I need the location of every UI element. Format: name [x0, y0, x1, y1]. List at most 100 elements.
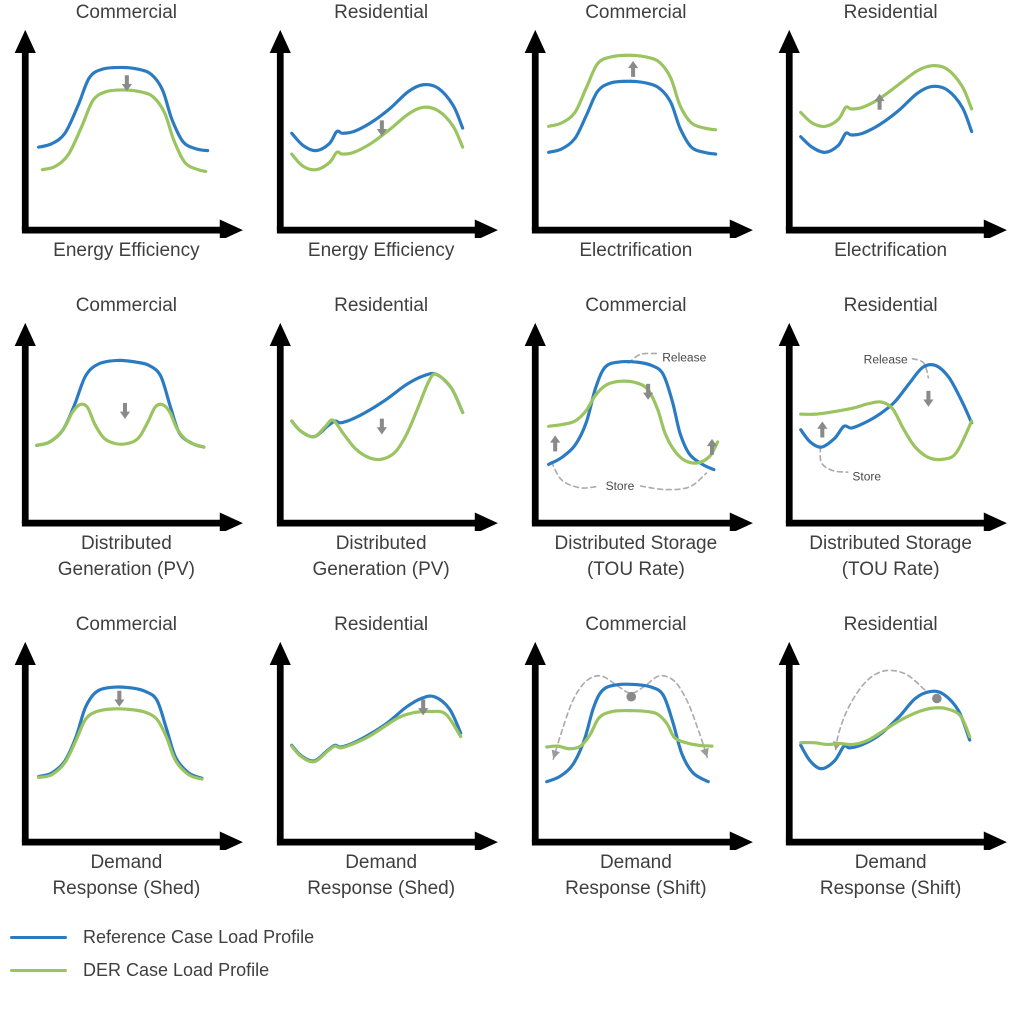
chart-xlabel-line: Distributed	[335, 532, 427, 554]
y-axis-arrowhead	[14, 641, 36, 665]
chart-title: Commercial	[585, 614, 687, 636]
y-axis-arrowhead	[14, 29, 36, 53]
chart-energy-efficiency-commercial: Commercial Energy Efficiency	[6, 2, 247, 263]
chart-xlabel-line: Response (Shift)	[565, 877, 707, 899]
change-down-arrow-icon	[376, 120, 387, 137]
der-curve	[799, 63, 974, 128]
chart-canvas	[14, 29, 243, 238]
reference-curve	[546, 360, 715, 472]
x-axis-arrowhead	[219, 831, 243, 850]
chart-title: Residential	[334, 295, 429, 317]
chart-canvas	[778, 29, 1008, 238]
chart-canvas	[524, 641, 753, 850]
der-load-profile-figure: Commercial Energy Efficiency Residential En…	[6, 2, 1011, 981]
change-down-arrow-icon	[642, 383, 653, 400]
chart-title: Commercial	[75, 614, 178, 636]
chart-canvas	[14, 322, 243, 531]
der-curve	[40, 88, 208, 173]
dashed-arrowhead	[551, 749, 560, 760]
chart-title: Commercial	[75, 295, 178, 317]
chart-title: Commercial	[585, 295, 687, 317]
x-axis-arrowhead	[474, 219, 498, 238]
der-curve	[546, 53, 717, 132]
legend-label: DER Case Load Profile	[83, 960, 270, 981]
chart-xlabel: Electrification	[516, 238, 757, 264]
x-axis-arrowhead	[984, 219, 1008, 238]
x-axis-arrowhead	[474, 831, 498, 850]
chart-xlabel-line: Generation (PV)	[312, 558, 450, 580]
legend-label: Reference Case Load Profile	[83, 927, 315, 948]
chart-demand-response-shed-commercial: Commercial Demand Response (Shed)	[6, 614, 247, 901]
y-axis-arrowhead	[778, 641, 801, 665]
chart-title: Commercial	[585, 2, 687, 23]
release-label: Release	[864, 352, 908, 366]
reference-curve	[544, 682, 710, 784]
dashed-arrowhead	[699, 747, 709, 758]
change-down-arrow-icon	[119, 403, 131, 419]
y-axis-arrowhead	[524, 322, 546, 347]
release-label: Release	[662, 351, 706, 365]
chart-canvas	[269, 641, 498, 850]
x-axis-arrowhead	[729, 512, 753, 531]
reference-line-swatch-icon	[10, 936, 67, 940]
chart-canvas: Release Store	[524, 322, 753, 531]
change-up-arrow-icon	[549, 435, 560, 452]
der-curve	[35, 402, 206, 449]
chart-demand-response-shift-commercial: Commercial Demand Response (Shift)	[516, 614, 757, 901]
chart-canvas	[14, 641, 243, 850]
change-up-arrow-icon	[706, 438, 717, 455]
chart-electrification-residential: Residential Electrification	[770, 2, 1011, 263]
y-axis-arrowhead	[778, 29, 801, 53]
chart-xlabel-line: Response (Shed)	[52, 877, 201, 899]
x-axis-arrowhead	[219, 512, 243, 531]
y-axis-arrowhead	[269, 29, 291, 53]
annotation-dashed-path	[834, 669, 926, 752]
der-curve	[544, 709, 714, 751]
chart-xlabel-line: Response (Shift)	[819, 877, 962, 899]
legend-item-der: DER Case Load Profile	[10, 960, 1011, 981]
reference-curve	[799, 363, 974, 449]
chart-canvas: Release Store	[778, 322, 1008, 531]
chart-title: Residential	[843, 295, 938, 317]
der-curve	[289, 372, 464, 462]
chart-demand-response-shift-residential: Residential Demand Response (Shift)	[770, 614, 1011, 901]
change-up-arrow-icon	[627, 60, 638, 77]
chart-xlabel-line: Electrification	[834, 239, 948, 261]
x-axis-arrowhead	[219, 219, 243, 238]
chart-xlabel-line: Energy Efficiency	[53, 239, 200, 261]
chart-xlabel-line: Distributed Storage	[809, 532, 972, 554]
der-curve	[799, 400, 974, 462]
store-label: Store	[605, 479, 634, 493]
chart-xlabel: Electrification	[770, 238, 1011, 264]
x-axis-arrowhead	[729, 219, 753, 238]
store-label: Store	[853, 469, 882, 483]
change-down-arrow-icon	[121, 75, 132, 91]
y-axis-arrowhead	[778, 322, 801, 347]
chart-title: Residential	[334, 614, 429, 636]
change-up-arrow-icon	[817, 421, 828, 438]
chart-distributed-generation-pv-residential: Residential Distributed Generation (PV)	[261, 295, 502, 582]
x-axis-arrowhead	[729, 831, 753, 850]
reference-curve	[289, 82, 464, 152]
annotation-dashed-path	[911, 357, 930, 379]
chart-energy-efficiency-residential: Residential Energy Efficiency	[261, 2, 502, 263]
change-down-arrow-icon	[417, 699, 429, 716]
chart-distributed-storage-tou-rate-commercial: Commercial Release Store Distributed Storag…	[516, 295, 757, 582]
y-axis-arrowhead	[524, 29, 546, 53]
chart-title: Commercial	[75, 2, 178, 23]
reference-curve	[37, 65, 210, 152]
legend: Reference Case Load Profile DER Case Load…	[10, 927, 1011, 981]
change-down-arrow-icon	[114, 690, 125, 707]
charts-grid: Commercial Energy Efficiency Residential En…	[6, 2, 1011, 901]
chart-xlabel-line: Energy Efficiency	[307, 239, 455, 261]
chart-xlabel-line: Distributed	[80, 532, 172, 554]
annotation-dashed-path	[819, 446, 849, 474]
der-line-swatch-icon	[10, 969, 67, 973]
change-down-arrow-icon	[376, 418, 387, 435]
chart-xlabel: Energy Efficiency	[6, 238, 247, 264]
chart-distributed-generation-pv-commercial: Commercial Distributed Generation (PV)	[6, 295, 247, 582]
der-curve	[289, 709, 463, 764]
chart-xlabel: Distributed Storage (TOU Rate)	[770, 531, 1011, 582]
shift-dot-marker	[932, 693, 942, 704]
annotation-dashed-path	[550, 461, 600, 489]
